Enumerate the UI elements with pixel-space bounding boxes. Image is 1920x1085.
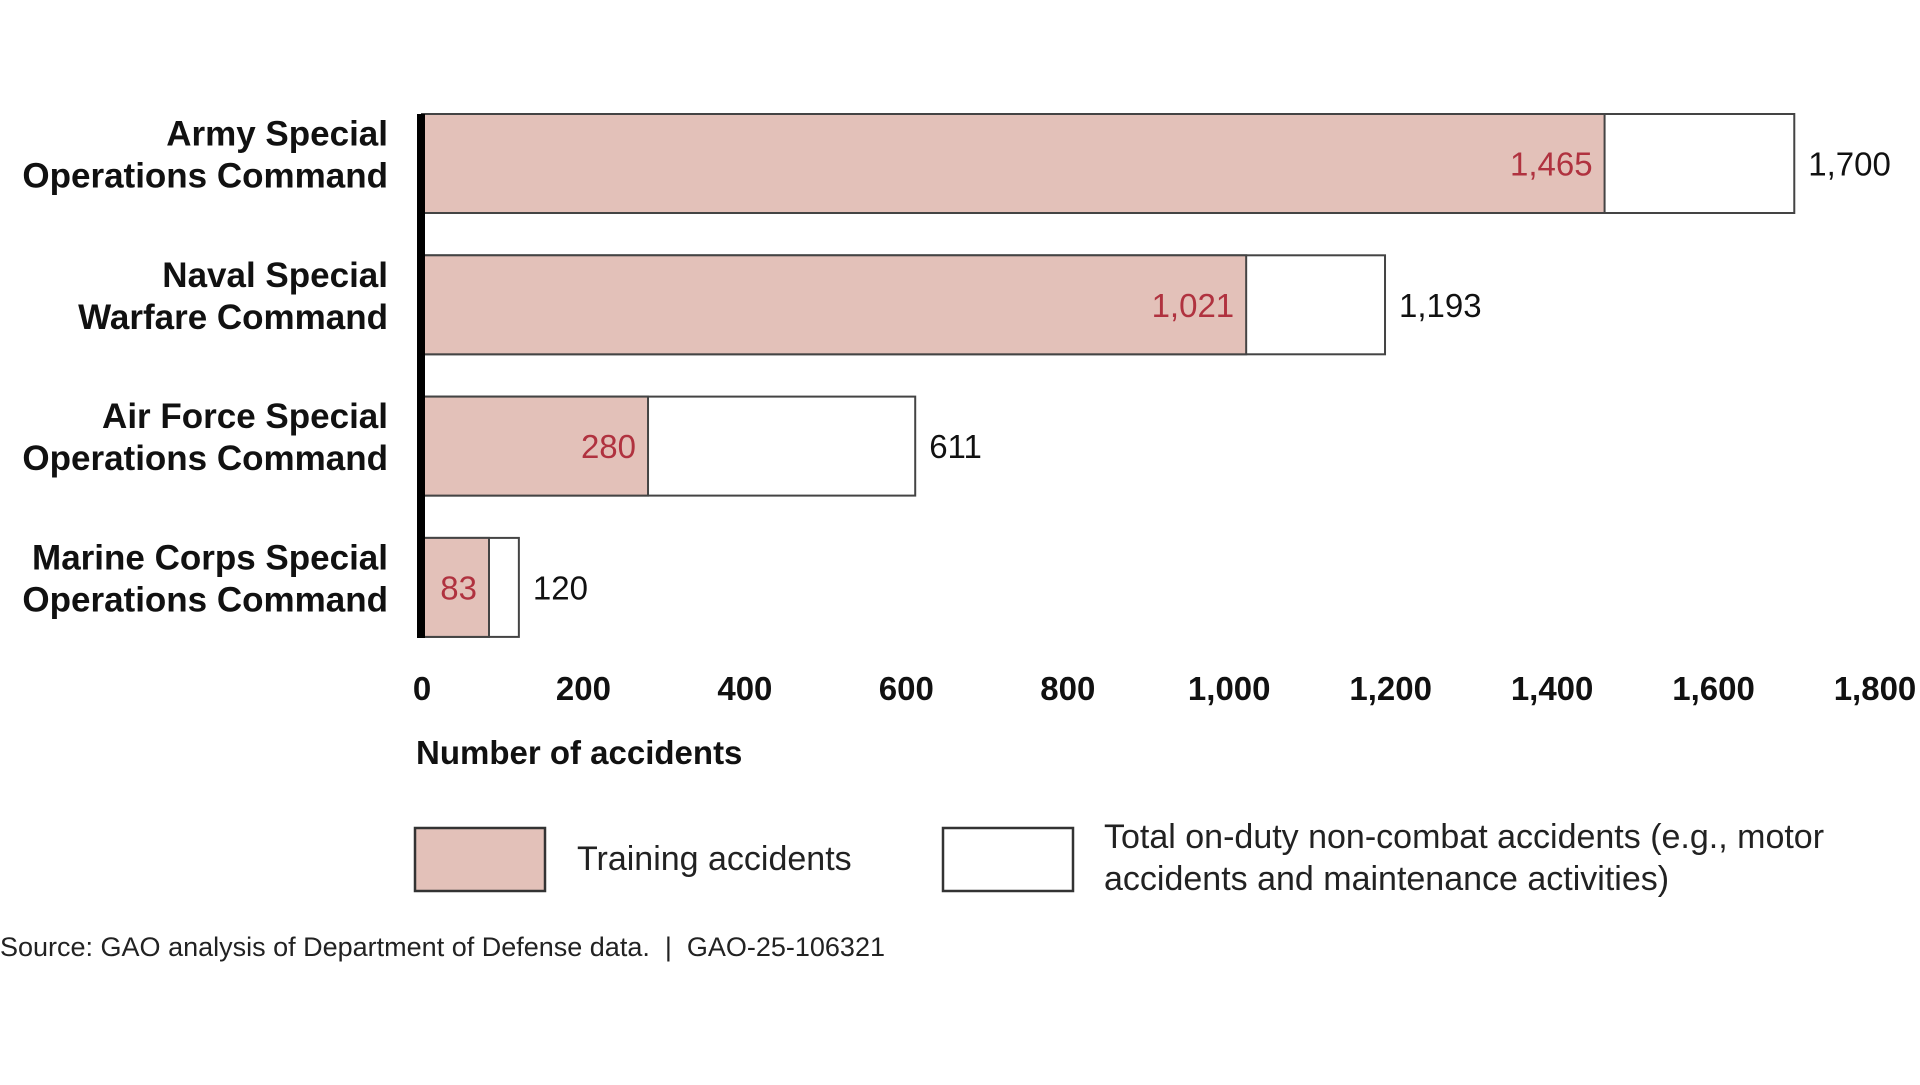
legend-swatch-training — [413, 826, 547, 893]
category-label: Operations Command — [22, 157, 388, 196]
x-tick-label: 1,200 — [1349, 670, 1432, 707]
x-tick-label: 1,600 — [1672, 670, 1755, 707]
x-axis-title: Number of accidents — [416, 734, 742, 771]
data-label-training: 1,465 — [1510, 146, 1593, 183]
data-label-total: 1,700 — [1808, 146, 1891, 183]
x-tick-label: 0 — [413, 670, 431, 707]
data-label-total: 1,193 — [1399, 287, 1482, 324]
x-tick-label: 1,800 — [1834, 670, 1917, 707]
category-label: Army Special — [166, 115, 388, 154]
data-label-total: 120 — [533, 569, 588, 606]
bar-training — [421, 395, 650, 497]
bar-training — [421, 254, 1248, 356]
y-axis-line — [417, 114, 425, 638]
data-label-total: 611 — [929, 428, 982, 465]
legend-label: Total on-duty non-combat accidents (e.g.… — [1104, 818, 1824, 856]
legend-label: accidents and maintenance activities) — [1104, 860, 1669, 898]
category-label: Operations Command — [22, 580, 388, 619]
bar-training — [421, 113, 1606, 214]
x-tick-label: 800 — [1040, 670, 1095, 707]
category-label: Air Force Special — [102, 397, 388, 436]
x-tick-label: 1,400 — [1511, 670, 1594, 707]
legend: Training accidents Total on-duty non-comb… — [413, 818, 1824, 898]
x-tick-label: 200 — [556, 670, 611, 707]
data-label-training: 83 — [440, 569, 477, 606]
source-note: Source: GAO analysis of Department of De… — [0, 932, 885, 962]
x-tick-label: 600 — [879, 670, 934, 707]
bars: 1,465 1,700 1,021 1,193 280 611 83 120 — [421, 113, 1891, 638]
legend-swatch-total — [941, 826, 1075, 893]
category-label: Marine Corps Special — [32, 538, 388, 577]
x-tick-label: 400 — [717, 670, 772, 707]
data-label-training: 280 — [581, 428, 636, 465]
legend-label: Training accidents — [577, 840, 852, 878]
data-label-training: 1,021 — [1152, 287, 1235, 324]
category-label: Naval Special — [162, 256, 388, 295]
category-label: Warfare Command — [78, 298, 388, 337]
category-label: Operations Command — [22, 439, 388, 478]
x-tick-labels: 0 200 400 600 800 1,000 1,200 1,400 1,600 1,800 — [413, 670, 1916, 707]
x-tick-label: 1,000 — [1188, 670, 1271, 707]
